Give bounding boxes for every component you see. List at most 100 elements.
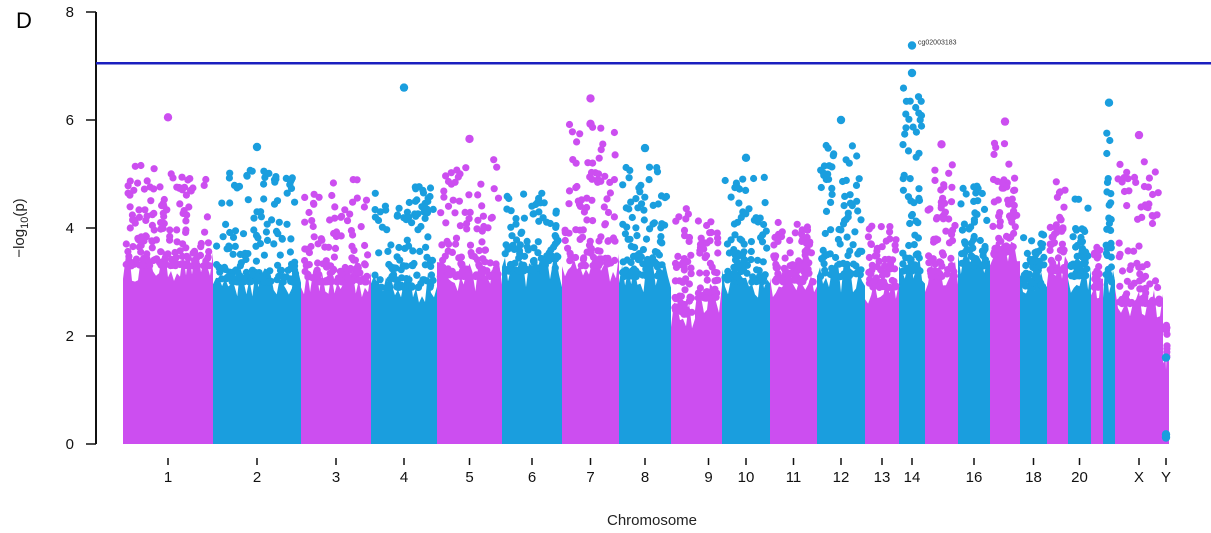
data-point-chr9 <box>714 249 722 257</box>
data-point-chr5 <box>440 187 448 195</box>
highlight-point-chr15 <box>937 140 946 149</box>
data-point-chr9 <box>708 263 716 271</box>
data-point-chr3 <box>337 270 345 278</box>
data-point-chrunl1 <box>687 270 695 278</box>
data-point-chr2 <box>291 198 299 206</box>
data-point-chr10 <box>736 235 744 243</box>
data-point-chr19 <box>1058 240 1066 248</box>
data-point-chr7 <box>597 255 605 263</box>
data-point-chr3 <box>349 198 357 206</box>
data-point-chr19 <box>1060 203 1068 211</box>
data-point-chr4 <box>371 206 379 214</box>
data-point-chr4 <box>394 283 402 291</box>
data-point-chr10 <box>747 247 755 256</box>
data-point-chr2 <box>253 208 261 216</box>
data-point-chr14 <box>903 265 911 273</box>
data-point-chr8 <box>639 271 647 279</box>
data-point-chr7 <box>599 140 607 148</box>
data-point-chr10 <box>734 218 742 226</box>
data-point-chr4 <box>382 206 390 214</box>
data-points <box>122 41 1171 442</box>
data-point-chr4 <box>428 256 437 264</box>
data-point-chr10 <box>753 266 761 274</box>
data-point-chrX <box>1116 160 1124 168</box>
data-point-chr22 <box>1105 201 1113 209</box>
data-point-chrunl1 <box>681 286 689 294</box>
data-point-chr1 <box>127 260 135 268</box>
data-point-chrunl1 <box>676 292 684 300</box>
data-point-chr3 <box>363 272 371 280</box>
data-point-chr1 <box>205 248 213 256</box>
data-point-chr9 <box>714 234 722 242</box>
data-point-chr15 <box>945 169 953 177</box>
data-point-chr12 <box>852 262 860 270</box>
data-point-chr1 <box>157 248 165 256</box>
data-point-chr5 <box>452 273 460 281</box>
data-point-chr15 <box>927 269 935 277</box>
data-point-chr14 <box>910 241 918 249</box>
data-point-chr14 <box>902 110 910 118</box>
data-point-chr7 <box>573 138 581 146</box>
data-point-chr4 <box>417 279 425 288</box>
data-point-chr14 <box>912 103 920 112</box>
data-point-chr20 <box>1081 227 1089 236</box>
data-point-chr7 <box>561 229 569 237</box>
highlight-point-chr7 <box>586 119 595 128</box>
data-point-chr5 <box>480 222 488 231</box>
data-point-chrX <box>1139 263 1147 271</box>
data-point-chr8 <box>621 230 630 238</box>
data-point-chrX <box>1154 283 1162 292</box>
data-point-chr4 <box>410 259 418 268</box>
data-point-chr16 <box>963 245 971 253</box>
data-point-chr7 <box>606 189 615 197</box>
data-point-chrX <box>1127 282 1135 290</box>
data-point-chr1 <box>130 186 138 194</box>
data-point-chr12 <box>851 228 859 236</box>
data-point-chr3 <box>334 276 342 284</box>
data-point-chr14 <box>905 115 913 123</box>
data-point-chr18 <box>1020 271 1028 279</box>
data-point-chr13 <box>892 282 900 290</box>
data-point-chr20 <box>1072 226 1080 234</box>
data-point-chr6 <box>546 219 554 228</box>
data-point-chr1 <box>173 238 181 246</box>
data-point-chr20 <box>1078 238 1086 246</box>
data-point-chr5 <box>478 202 486 210</box>
data-point-chr6 <box>532 200 540 209</box>
data-point-chr9 <box>703 276 711 284</box>
data-point-chr7 <box>583 248 591 256</box>
data-point-chr7 <box>579 255 588 264</box>
data-point-chr18 <box>1028 237 1036 245</box>
data-point-chr5 <box>447 169 455 177</box>
data-point-chr8 <box>622 163 630 172</box>
data-point-chr5 <box>479 212 487 220</box>
data-point-chr15 <box>945 215 953 223</box>
highlight-point-chrY <box>1161 433 1171 442</box>
data-point-chr5 <box>462 164 470 172</box>
data-point-chr17 <box>996 222 1004 230</box>
data-point-chr3 <box>328 191 336 200</box>
data-point-chrunl1 <box>680 262 688 270</box>
x-axis-title: Chromosome <box>607 512 697 529</box>
data-point-chr10 <box>756 214 764 222</box>
data-point-chr4 <box>419 186 427 194</box>
data-point-chr13 <box>871 252 879 260</box>
data-point-chr14 <box>914 234 923 242</box>
data-point-chr1 <box>126 224 134 232</box>
data-point-chr18 <box>1027 258 1035 266</box>
data-point-chrX <box>1126 265 1134 274</box>
data-point-chr5 <box>437 209 445 217</box>
data-point-chr5 <box>490 156 498 164</box>
data-point-chr14 <box>899 141 907 149</box>
chromosome-band-8 <box>619 261 671 444</box>
data-point-chr5 <box>452 234 461 242</box>
data-point-chr11 <box>798 230 806 238</box>
data-point-chr7 <box>579 226 587 234</box>
data-point-chr6 <box>534 249 542 257</box>
data-point-chr1 <box>186 175 194 183</box>
data-point-chr12 <box>848 142 857 150</box>
data-point-chr6 <box>507 223 515 231</box>
data-point-chr12 <box>828 190 836 198</box>
data-point-chr17 <box>1005 160 1013 168</box>
data-point-chr6 <box>535 208 543 216</box>
